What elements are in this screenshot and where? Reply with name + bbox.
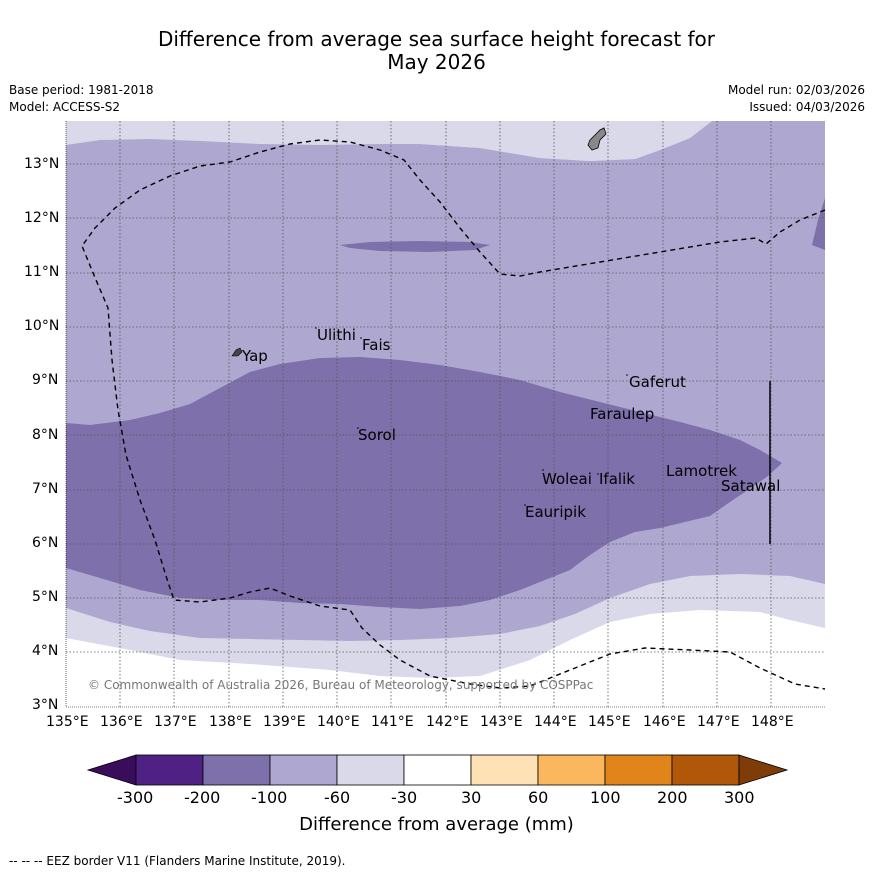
lon-tick-148e: 148°E (751, 714, 794, 730)
map-title: Difference from average sea surface heig… (0, 28, 873, 74)
colorbar-title: Difference from average (mm) (299, 814, 574, 835)
contour-small-band (340, 241, 490, 252)
lon-tick-142e: 142°E (426, 714, 469, 730)
colorbar-swatch-4 (336, 754, 405, 786)
place-label-yap: Yap (242, 347, 268, 365)
colorbar-swatch-1 (135, 754, 204, 786)
lon-tick-136e: 136°E (100, 714, 143, 730)
colorbar-over-triangle (738, 754, 789, 786)
lon-tick-140e: 140°E (317, 714, 360, 730)
lon-tick-144e: 144°E (534, 714, 577, 730)
colorbar-label-minus300: -300 (117, 788, 154, 807)
colorbar-label-60: 60 (528, 788, 549, 807)
lon-tick-147e: 147°E (697, 714, 740, 730)
lat-tick-11n: 11°N (24, 264, 60, 280)
place-label-sorol: Sorol (358, 426, 396, 444)
colorbar-label-100: 100 (590, 788, 621, 807)
colorbar-swatch-5 (403, 754, 472, 786)
lat-tick-6n: 6°N (32, 535, 59, 551)
lat-tick-8n: 8°N (32, 427, 59, 443)
copyright-note: © Commonwealth of Australia 2026, Bureau… (88, 678, 594, 692)
title-line-2: May 2026 (387, 50, 486, 74)
eez-border (81, 139, 826, 690)
colorbar-swatch-6 (470, 754, 539, 786)
base-period-label: Base period: 1981-2018 (9, 83, 154, 97)
lat-tick-12n: 12°N (24, 210, 60, 226)
place-label-woleai: Woleai (542, 470, 592, 488)
colorbar-swatch-2 (202, 754, 271, 786)
lat-tick-7n: 7°N (32, 481, 59, 497)
eez-legend-note: -- -- -- EEZ border V11 (Flanders Marine… (9, 854, 346, 868)
place-label-ifalik: Ifalik (599, 470, 635, 488)
lat-tick-9n: 9°N (32, 372, 59, 388)
lon-tick-143e: 143°E (480, 714, 523, 730)
lon-tick-139e: 139°E (263, 714, 306, 730)
colorbar-label-30: 30 (461, 788, 482, 807)
guam-island-shape (587, 127, 607, 151)
colorbar-label-300: 300 (724, 788, 755, 807)
contour-minus200-to-minus100 (66, 357, 782, 609)
lon-tick-135e: 135°E (46, 714, 89, 730)
place-label-eauripik: Eauripik (525, 503, 586, 521)
lat-tick-10n: 10°N (24, 318, 60, 334)
yap-island-shape (231, 347, 243, 357)
colorbar-label-minus30: -30 (391, 788, 418, 807)
lon-tick-145e: 145°E (588, 714, 631, 730)
issued-label: Issued: 04/03/2026 (749, 100, 865, 114)
colorbar-swatch-9 (671, 754, 740, 786)
place-label-fais: Fais (362, 336, 391, 354)
lon-tick-146e: 146°E (643, 714, 686, 730)
colorbar-under-triangle (86, 754, 137, 786)
lon-tick-141e: 141°E (371, 714, 414, 730)
colorbar (86, 754, 789, 786)
place-label-gaferut: Gaferut (629, 373, 686, 391)
place-label-lamotrek: Lamotrek (666, 462, 737, 480)
colorbar-swatch-3 (269, 754, 338, 786)
colorbar-label-minus100: -100 (251, 788, 288, 807)
lat-tick-4n: 4°N (32, 643, 59, 659)
model-run-label: Model run: 02/03/2026 (727, 83, 865, 97)
lat-tick-5n: 5°N (32, 589, 59, 605)
lat-tick-3n: 3°N (32, 697, 59, 713)
colorbar-swatch-7 (537, 754, 606, 786)
place-label-faraulep: Faraulep (590, 405, 655, 423)
colorbar-swatch-8 (604, 754, 673, 786)
lat-tick-13n: 13°N (24, 156, 60, 172)
contour-upper-light (420, 121, 712, 161)
model-label: Model: ACCESS-S2 (9, 100, 121, 114)
lon-tick-138e: 138°E (209, 714, 252, 730)
colorbar-label-minus60: -60 (324, 788, 351, 807)
title-line-1: Difference from average sea surface heig… (157, 27, 716, 51)
colorbar-label-200: 200 (657, 788, 688, 807)
colorbar-label-minus200: -200 (184, 788, 221, 807)
graticule (66, 121, 825, 707)
place-label-satawal: Satawal (721, 477, 781, 495)
lon-tick-137e: 137°E (154, 714, 197, 730)
place-label-ulithi: Ulithi (317, 326, 356, 344)
